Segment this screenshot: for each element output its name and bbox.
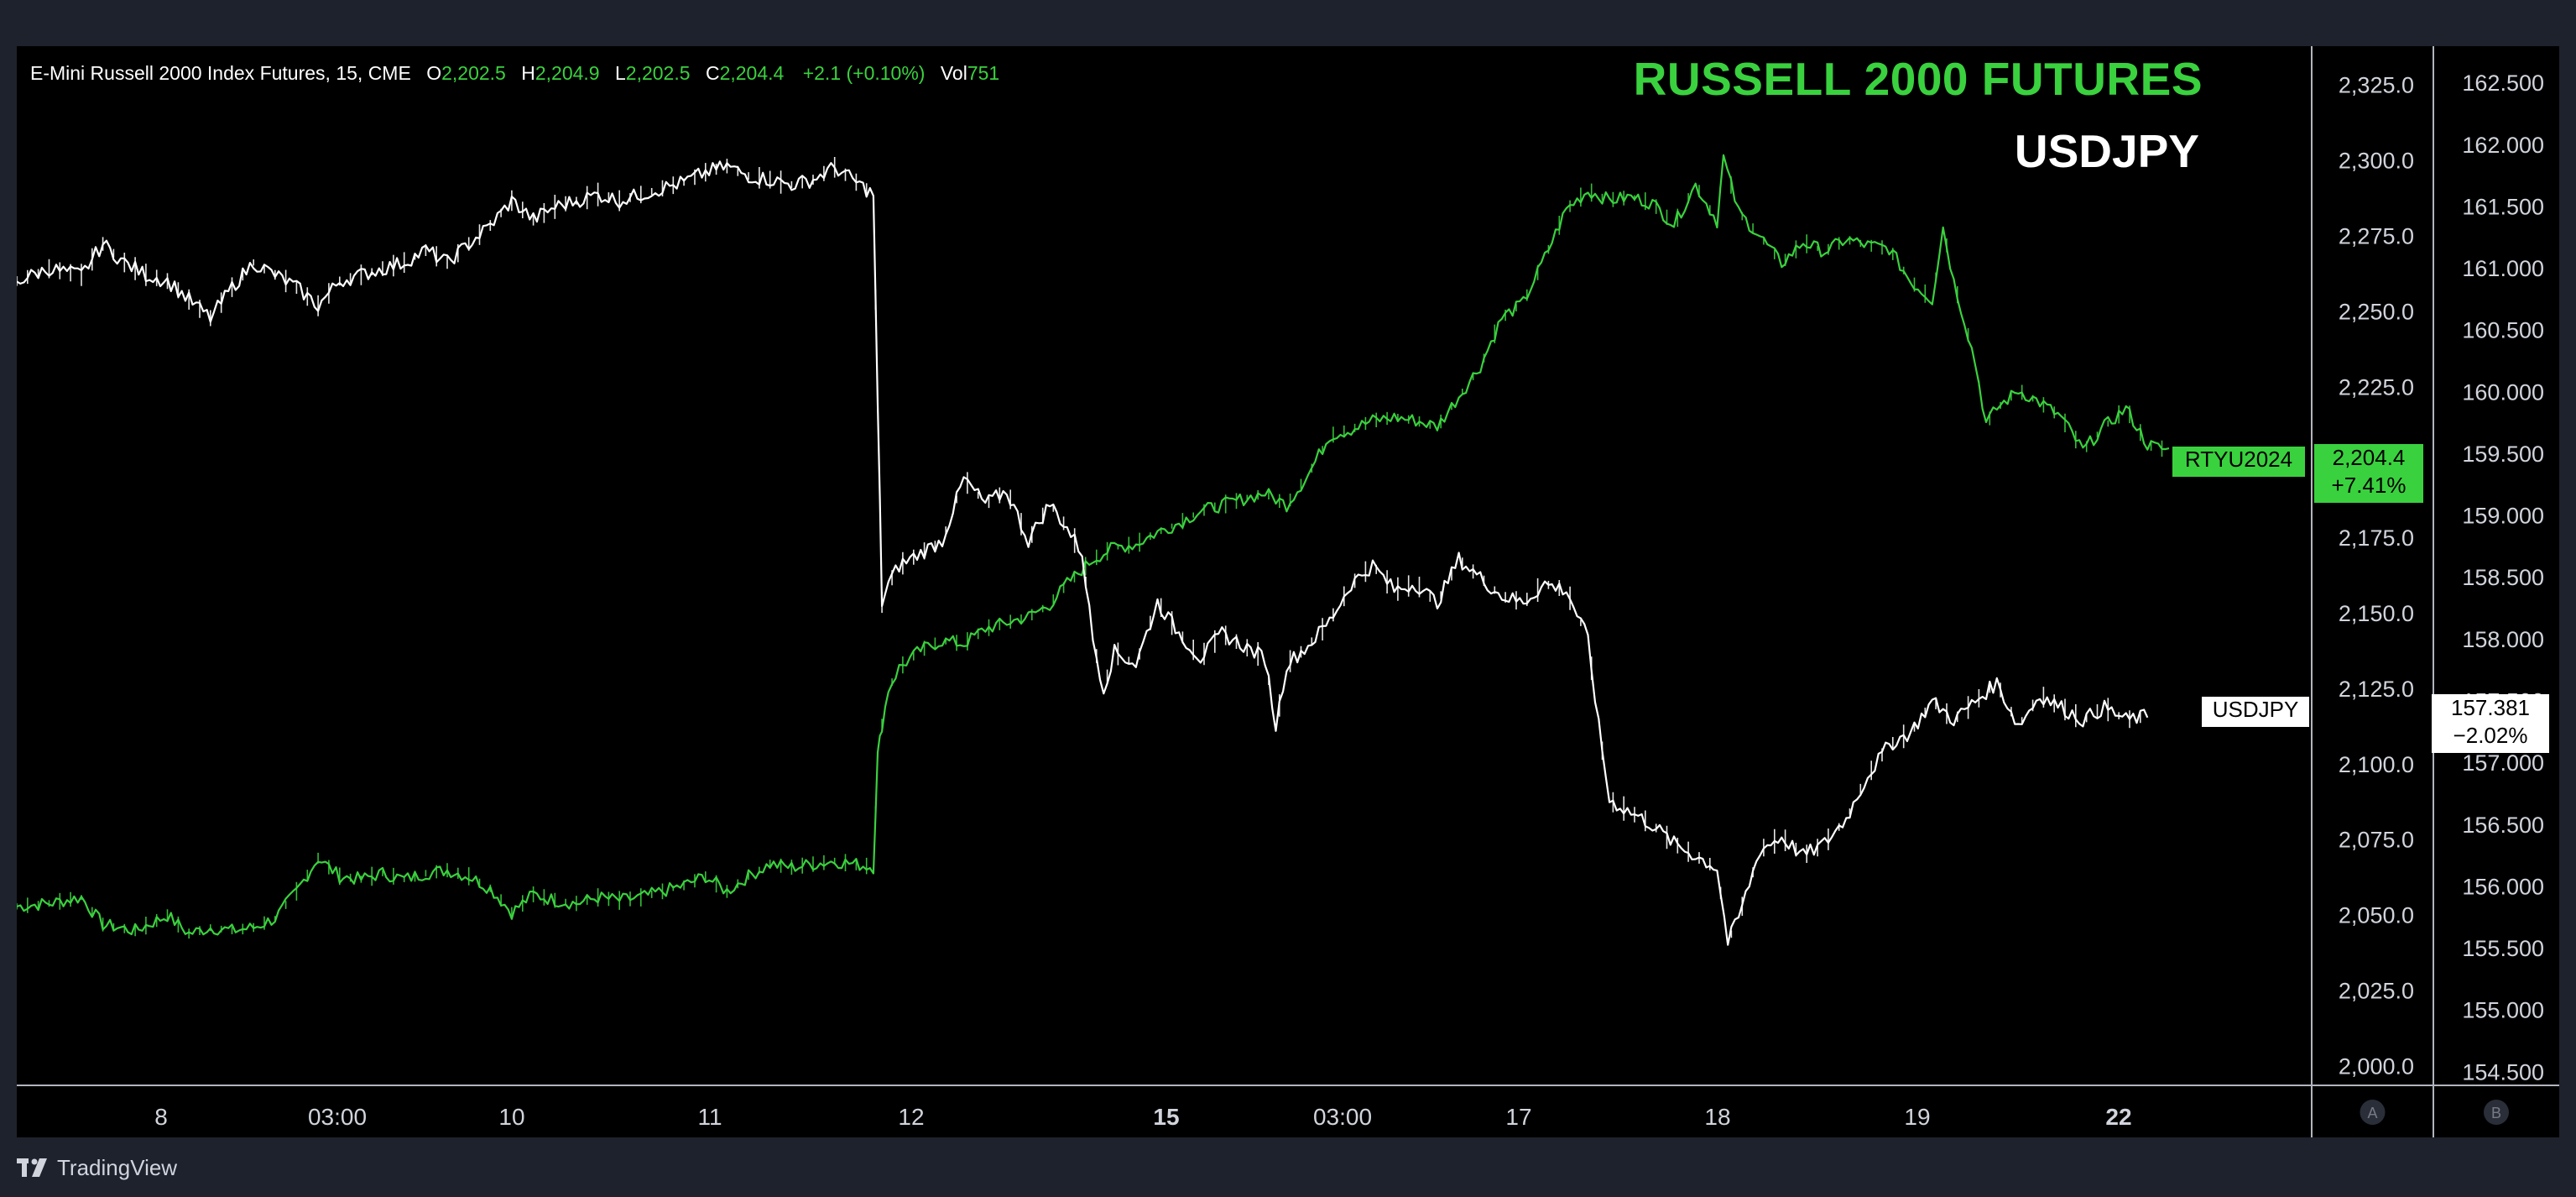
time-axis-tick-label: 12	[898, 1104, 924, 1130]
time-axis-tick-label: 03:00	[1313, 1104, 1372, 1130]
brand-name: TradingView	[57, 1154, 178, 1180]
scale-b-label: B	[2491, 1105, 2501, 1121]
close-value: 2,204.4	[719, 62, 785, 84]
usdjpy-series-line	[17, 160, 2149, 946]
usdjpy-price-tag[interactable]: 157.381 −2.02%	[2432, 694, 2549, 753]
chart-svg[interactable]: 2,325.02,300.02,275.02,250.02,225.02,200…	[17, 46, 2559, 1137]
scale-b-button	[2484, 1100, 2509, 1125]
time-axis-tick-label: 10	[498, 1104, 524, 1130]
right-scale-tick-label: 161.000	[2462, 256, 2544, 281]
tradingview-brand[interactable]: TradingView	[17, 1153, 177, 1182]
right-scale-tick-label: 156.000	[2462, 874, 2544, 899]
chart-frame[interactable]: 2,325.02,300.02,275.02,250.02,225.02,200…	[17, 46, 2559, 1137]
left-scale-tick-label: 2,275.0	[2339, 224, 2414, 249]
right-scale-tick-label: 162.000	[2462, 133, 2544, 158]
high-value: 2,204.9	[534, 62, 600, 84]
symbol-description: E-Mini Russell 2000 Index Futures, 15, C…	[30, 62, 411, 84]
russell-symbol-tag[interactable]: RTYU2024	[2172, 447, 2305, 477]
left-scale-tick-label: 2,125.0	[2339, 677, 2414, 702]
time-axis-tick-label: 18	[1704, 1104, 1730, 1130]
left-scale-tick-label: 2,075.0	[2339, 828, 2414, 853]
left-scale-tick-label: 2,150.0	[2339, 601, 2414, 626]
left-scale-tick-label: 2,025.0	[2339, 979, 2414, 1004]
russell-series-wicks	[17, 176, 2163, 939]
left-scale-tick-label: 2,000.0	[2339, 1053, 2414, 1079]
right-scale-tick-label: 156.500	[2462, 813, 2544, 838]
right-scale-tick-label: 160.500	[2462, 318, 2544, 343]
right-scale-tick-label: 162.500	[2462, 71, 2544, 96]
open-label: O	[426, 62, 442, 84]
open-value: 2,202.5	[441, 62, 506, 84]
change-value: +2.1 (+0.10%)	[802, 62, 926, 84]
time-axis-tick-label: 8	[154, 1104, 168, 1130]
left-scale-tick-label: 2,300.0	[2339, 149, 2414, 174]
time-axis-tick-label: 11	[697, 1104, 722, 1130]
close-label: C	[705, 62, 720, 84]
left-scale-tick-label: 2,325.0	[2339, 73, 2414, 98]
volume-value: 751	[967, 62, 1000, 84]
right-scale-tick-label: 160.000	[2462, 379, 2544, 405]
low-label: L	[615, 62, 626, 84]
usdjpy-change: −2.02%	[2453, 723, 2528, 748]
right-scale-tick-label: 157.000	[2462, 750, 2544, 776]
russell-price: 2,204.4	[2332, 445, 2406, 470]
time-axis-tick-label: 17	[1505, 1104, 1531, 1130]
left-scale-tick-label: 2,050.0	[2339, 903, 2414, 928]
usdjpy-symbol-tag[interactable]: USDJPY	[2202, 697, 2309, 727]
time-axis-tick-label: 03:00	[308, 1104, 367, 1130]
right-scale-tick-label: 159.000	[2462, 504, 2544, 529]
low-value: 2,202.5	[625, 62, 691, 84]
russell-series-line	[17, 154, 2170, 936]
right-scale-tick-label: 158.000	[2462, 627, 2544, 652]
ohlc-legend: E-Mini Russell 2000 Index Futures, 15, C…	[30, 62, 999, 85]
left-scale-tick-label: 2,225.0	[2339, 374, 2414, 400]
russell-change: +7.41%	[2331, 473, 2407, 498]
right-scale-tick-label: 155.500	[2462, 936, 2544, 961]
right-scale-tick-label: 161.500	[2462, 194, 2544, 219]
chart-title-usdjpy: USDJPY	[2014, 125, 2199, 177]
left-scale-tick-label: 2,250.0	[2339, 299, 2414, 324]
time-axis-tick-label: 19	[1904, 1104, 1930, 1130]
russell-price-tag[interactable]: 2,204.4 +7.41%	[2314, 444, 2423, 503]
scale-a-label: A	[2367, 1105, 2377, 1121]
right-scale-tick-label: 159.500	[2462, 442, 2544, 467]
high-label: H	[521, 62, 535, 84]
time-axis-tick-label: 22	[2105, 1104, 2131, 1130]
left-scale-tick-label: 2,100.0	[2339, 752, 2414, 777]
right-scale-tick-label: 158.500	[2462, 565, 2544, 590]
scale-a-button	[2360, 1100, 2386, 1125]
time-axis-tick-label: 15	[1153, 1104, 1179, 1130]
tradingview-logo-icon	[17, 1158, 47, 1177]
chart-title-russell: RUSSELL 2000 FUTURES	[1633, 53, 2203, 105]
usdjpy-price: 157.381	[2451, 695, 2530, 720]
left-scale-tick-label: 2,175.0	[2339, 525, 2414, 551]
right-scale-tick-label: 154.500	[2462, 1059, 2544, 1085]
usdjpy-series-wicks	[17, 157, 2141, 938]
volume-label: Vol	[940, 62, 967, 84]
right-scale-tick-label: 155.000	[2462, 998, 2544, 1023]
